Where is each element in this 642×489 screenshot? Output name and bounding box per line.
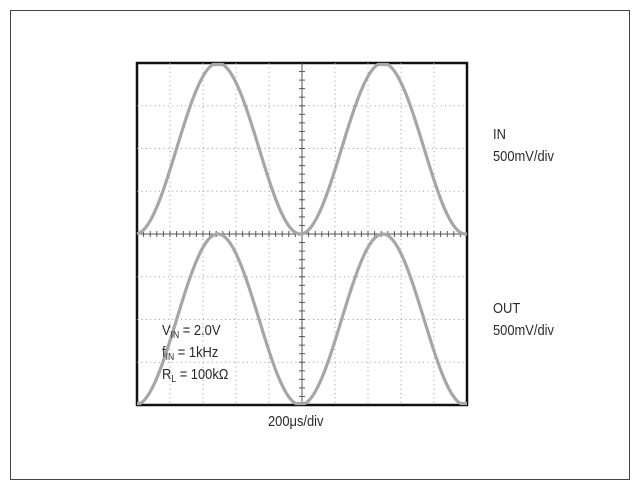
condition-fin: fIN = 1kHz [162, 344, 219, 363]
trace-in [136, 62, 468, 236]
condition-vin: VIN = 2.0V [162, 322, 221, 341]
in-channel-name: IN [493, 126, 506, 143]
trace-out [136, 232, 468, 406]
time-scale-label: 200μs/div [268, 413, 324, 430]
out-channel-name: OUT [493, 300, 521, 317]
traces [136, 62, 468, 406]
condition-rl: RL = 100kΩ [162, 366, 229, 385]
out-channel-scale: 500mV/div [493, 322, 554, 339]
in-channel-scale: 500mV/div [493, 148, 554, 165]
